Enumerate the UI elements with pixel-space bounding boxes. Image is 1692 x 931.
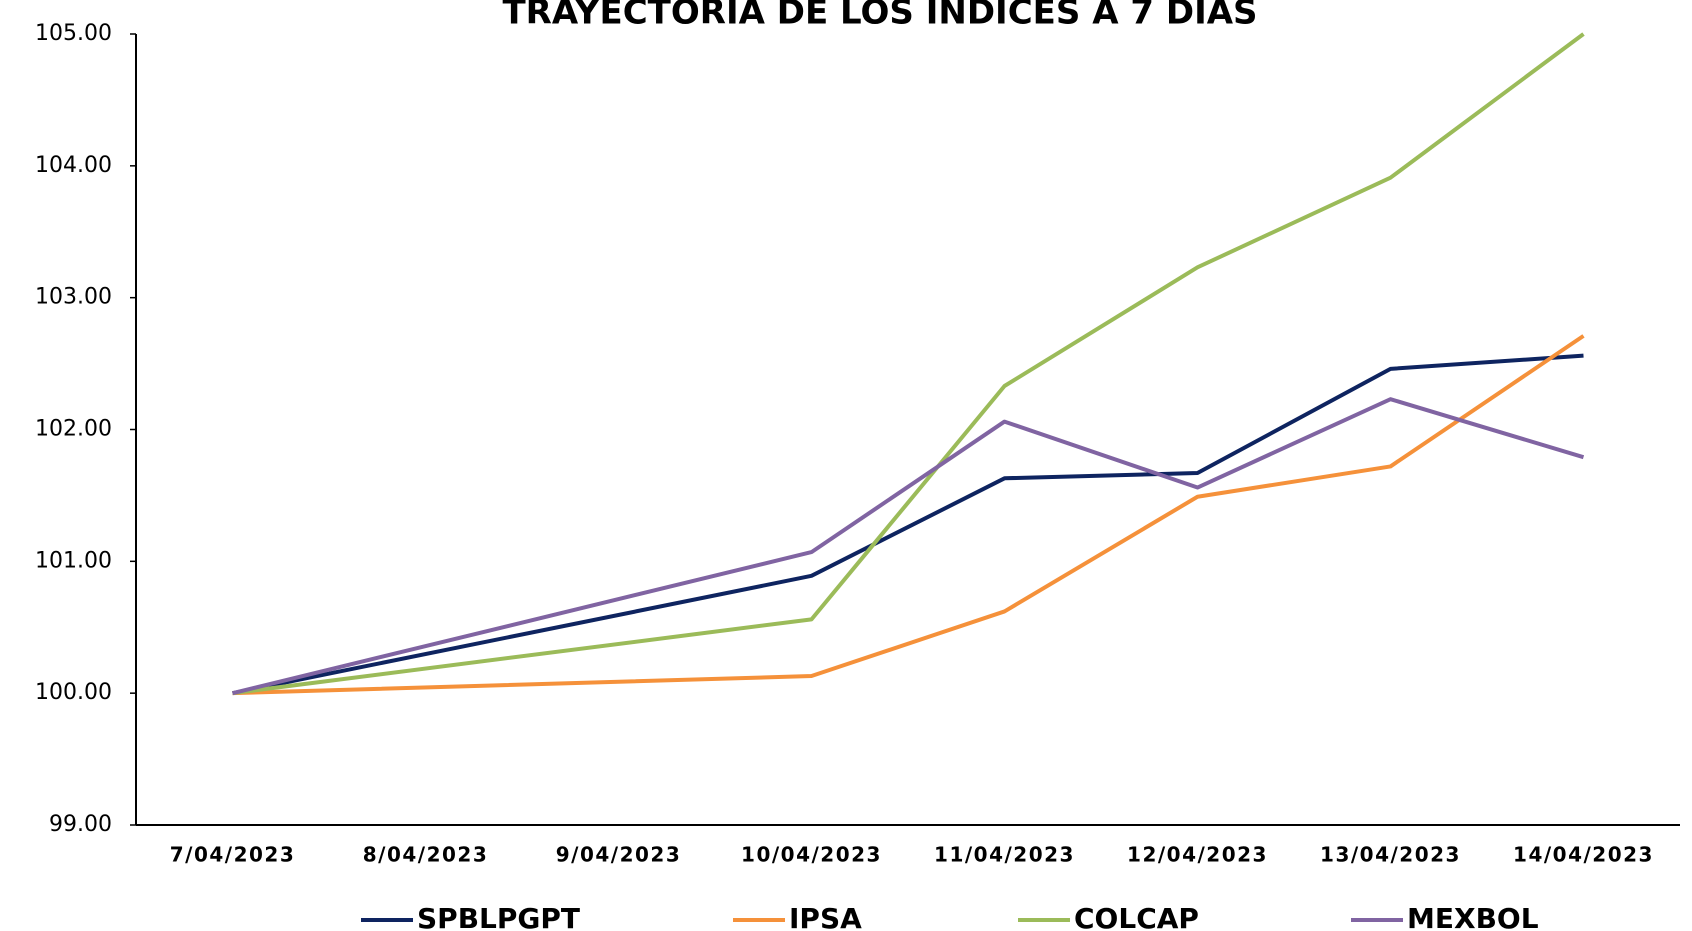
y-tick-label: 100.00 <box>35 680 112 705</box>
y-tick-label: 104.00 <box>35 153 112 178</box>
series-line <box>232 32 1585 696</box>
legend-label: MEXBOL <box>1407 902 1539 931</box>
legend-label: COLCAP <box>1074 902 1199 931</box>
chart-title: TRAYECTORIA DE LOS ÍNDICES A 7 DÍAS <box>502 0 1257 33</box>
x-tick-label: 13/04/2023 <box>1320 843 1461 867</box>
x-tick-label: 12/04/2023 <box>1127 843 1268 867</box>
x-tick-label: 11/04/2023 <box>934 843 1075 867</box>
series-line <box>232 334 1585 696</box>
x-tick-label: 10/04/2023 <box>741 843 882 867</box>
x-tick-label: 8/04/2023 <box>363 843 489 867</box>
x-tick-label: 14/04/2023 <box>1513 843 1654 867</box>
y-tick-label: 99.00 <box>49 812 112 837</box>
legend-label: SPBLPGPT <box>417 902 580 931</box>
y-tick-label: 102.00 <box>35 417 112 442</box>
series-line <box>232 353 1584 696</box>
y-tick-label: 105.00 <box>35 21 112 46</box>
y-tick-label: 103.00 <box>35 285 112 310</box>
y-tick-label: 101.00 <box>35 548 112 573</box>
legend-label: IPSA <box>789 902 862 931</box>
x-tick-label: 7/04/2023 <box>170 843 296 867</box>
x-tick-label: 9/04/2023 <box>556 843 682 867</box>
series-line <box>232 397 1585 696</box>
